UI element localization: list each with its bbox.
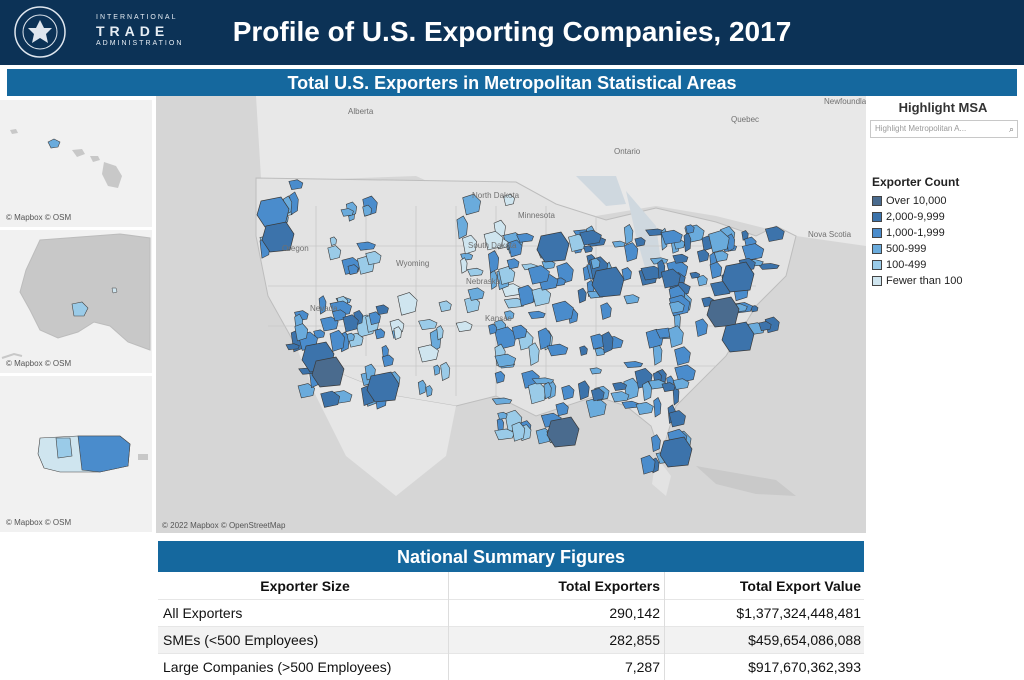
legend-item[interactable]: 2,000-9,999 [872, 209, 962, 225]
map-credit: © 2022 Mapbox © OpenStreetMap [162, 521, 285, 530]
alaska-credit: © Mapbox © OSM [6, 359, 71, 368]
legend-item[interactable]: 1,000-1,999 [872, 225, 962, 241]
label-newfoundland: Newfoundland and Labrador [824, 97, 866, 106]
column-header[interactable]: Exporter Size [158, 572, 449, 600]
search-icon[interactable]: ⌕ [1009, 122, 1014, 136]
label-minnesota: Minnesota [518, 211, 555, 220]
highlight-msa-input[interactable]: Highlight Metropolitan A... ⌕ [870, 120, 1018, 138]
alaska-inset-map[interactable]: © Mapbox © OSM [0, 230, 152, 373]
header-bar: INTERNATIONAL TRADE ADMINISTRATION Profi… [0, 0, 1024, 65]
legend-swatch [872, 196, 882, 206]
table-cell: $1,377,324,448,481 [665, 600, 865, 627]
alaska-shapes [0, 230, 152, 373]
puerto-rico-shapes [0, 376, 152, 532]
hawaii-inset-map[interactable]: © Mapbox © OSM [0, 100, 152, 227]
legend-swatch [872, 276, 882, 286]
label-nova-scotia: Nova Scotia [808, 230, 852, 239]
legend-label: Fewer than 100 [886, 275, 962, 287]
label-oregon: Oregon [282, 244, 309, 253]
page-title: Profile of U.S. Exporting Companies, 201… [0, 16, 1024, 48]
legend-swatch [872, 228, 882, 238]
legend-item[interactable]: Over 10,000 [872, 193, 962, 209]
label-ontario: Ontario [614, 147, 641, 156]
puerto-rico-credit: © Mapbox © OSM [6, 518, 71, 527]
legend-item[interactable]: 500-999 [872, 241, 962, 257]
summary-table: Exporter Size Total Exporters Total Expo… [158, 572, 864, 680]
legend-label: Over 10,000 [886, 195, 947, 207]
legend-swatch [872, 212, 882, 222]
national-summary: National Summary Figures Exporter Size T… [158, 541, 864, 680]
contiguous-us-map[interactable]: Alberta Quebec Ontario North Dakota Sout… [156, 96, 866, 533]
table-cell: $459,654,086,088 [665, 627, 865, 654]
table-cell: 7,287 [449, 654, 665, 680]
legend-label: 2,000-9,999 [886, 211, 945, 223]
legend-label: 500-999 [886, 243, 926, 255]
summary-title: National Summary Figures [158, 541, 864, 572]
table-cell: All Exporters [158, 600, 449, 627]
table-row: Large Companies (>500 Employees) 7,287 $… [158, 654, 864, 680]
legend-swatch [872, 244, 882, 254]
table-cell: SMEs (<500 Employees) [158, 627, 449, 654]
label-quebec: Quebec [731, 115, 759, 124]
highlight-panel: Highlight MSA Highlight Metropolitan A..… [870, 100, 1020, 138]
highlight-placeholder: Highlight Metropolitan A... [875, 124, 966, 133]
legend-label: 100-499 [886, 259, 926, 271]
exporter-count-legend: Exporter Count Over 10,000 2,000-9,999 1… [872, 175, 962, 289]
hawaii-credit: © Mapbox © OSM [6, 213, 71, 222]
map-labels: Alberta Quebec Ontario North Dakota Sout… [156, 96, 866, 533]
label-kansas: Kansas [485, 314, 512, 323]
table-cell: 290,142 [449, 600, 665, 627]
column-header[interactable]: Total Export Value [665, 572, 865, 600]
label-wyoming: Wyoming [396, 259, 429, 268]
legend-item[interactable]: Fewer than 100 [872, 273, 962, 289]
table-cell: Large Companies (>500 Employees) [158, 654, 449, 680]
table-row: SMEs (<500 Employees) 282,855 $459,654,0… [158, 627, 864, 654]
legend-item[interactable]: 100-499 [872, 257, 962, 273]
legend-title: Exporter Count [872, 175, 962, 189]
label-north-dakota: North Dakota [472, 191, 520, 200]
puerto-rico-inset-map[interactable]: © Mapbox © OSM [0, 376, 152, 532]
legend-swatch [872, 260, 882, 270]
label-nebraska: Nebraska [466, 277, 501, 286]
label-south-dakota: South Dakota [468, 241, 517, 250]
table-cell: 282,855 [449, 627, 665, 654]
highlight-title: Highlight MSA [866, 100, 1020, 115]
table-cell: $917,670,362,393 [665, 654, 865, 680]
table-row: All Exporters 290,142 $1,377,324,448,481 [158, 600, 864, 627]
table-header-row: Exporter Size Total Exporters Total Expo… [158, 572, 864, 600]
column-header[interactable]: Total Exporters [449, 572, 665, 600]
label-alberta: Alberta [348, 107, 374, 116]
label-nevada: Nevada [310, 304, 338, 313]
map-section-title: Total U.S. Exporters in Metropolitan Sta… [7, 69, 1017, 96]
hawaii-shapes [0, 100, 152, 227]
legend-label: 1,000-1,999 [886, 227, 945, 239]
